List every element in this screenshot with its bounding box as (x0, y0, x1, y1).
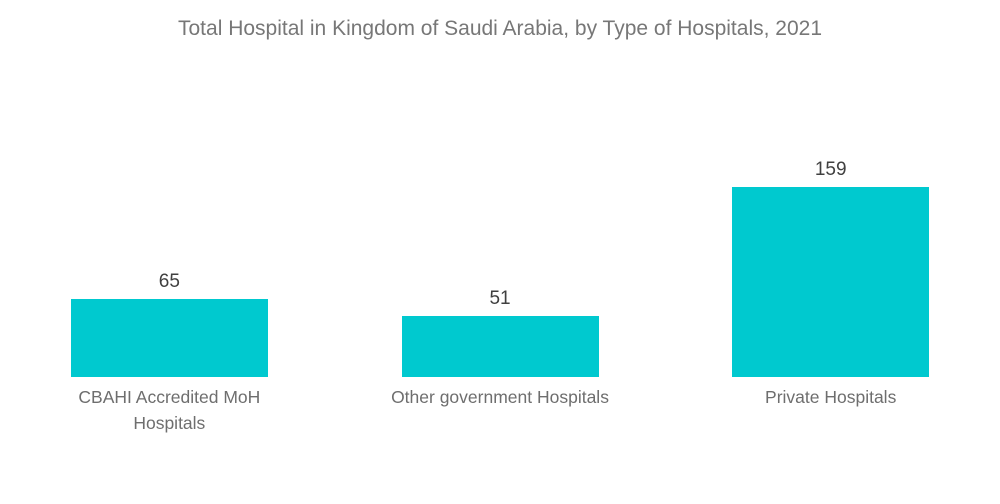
category-label-cell: CBAHI Accredited MoH Hospitals (4, 384, 335, 436)
bar (732, 187, 930, 377)
bar-value-label: 159 (814, 159, 847, 180)
category-label: Private Hospitals (765, 387, 897, 407)
category-axis: CBAHI Accredited MoH Hospitals Other gove… (4, 384, 996, 436)
bar-group: 65 (4, 55, 335, 377)
bar-group: 51 (335, 55, 666, 377)
category-label-cell: Private Hospitals (665, 384, 996, 436)
category-label: Other government Hospitals (391, 387, 609, 407)
bar-group: 159 (665, 55, 996, 377)
chart-title: Total Hospital in Kingdom of Saudi Arabi… (178, 17, 822, 40)
category-label: CBAHI Accredited MoH Hospitals (78, 387, 261, 433)
bar (70, 299, 268, 377)
bar (401, 316, 599, 377)
bar-value-label: 51 (489, 288, 511, 309)
category-label-cell: Other government Hospitals (335, 384, 666, 436)
plot-area: 65 51 159 (4, 55, 996, 377)
bar-value-label: 65 (158, 271, 180, 292)
